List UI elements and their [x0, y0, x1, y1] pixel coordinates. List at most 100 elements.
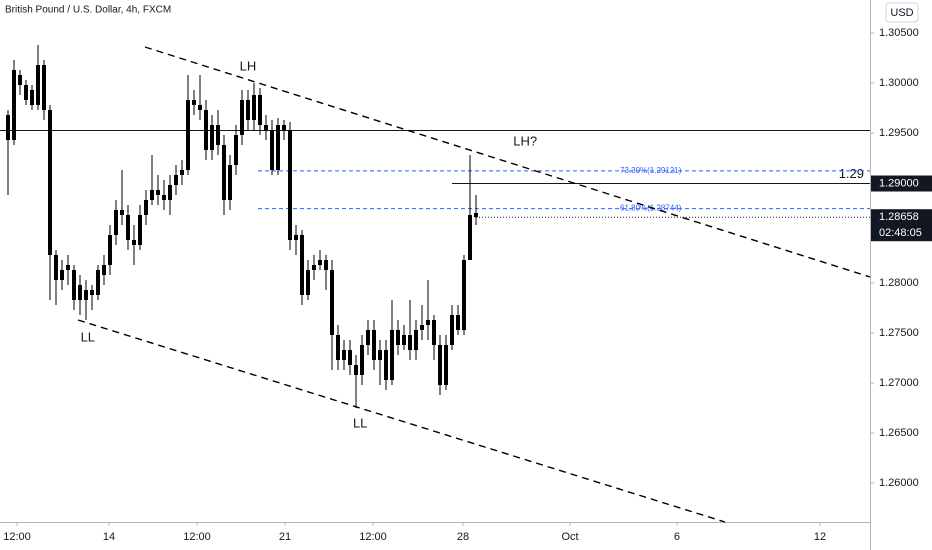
y-tick-label: 1.26000: [879, 477, 919, 489]
candle-body: [329, 270, 334, 335]
candle-body: [197, 105, 202, 110]
candle-body: [269, 130, 274, 170]
candle-body: [167, 185, 172, 200]
y-tick-label: 1.27500: [879, 327, 919, 339]
candle-body: [41, 65, 46, 110]
annotation: LH: [240, 58, 257, 73]
candle-body: [299, 235, 304, 295]
annotation: LL: [353, 415, 367, 430]
candle-body: [137, 215, 142, 245]
x-tick-label: 12:00: [3, 531, 31, 543]
candle-body: [275, 125, 280, 170]
candle-body: [425, 320, 430, 325]
last-price-tag: [871, 209, 932, 242]
candle-body: [263, 125, 268, 130]
trendline: [77, 319, 726, 523]
candle-body: [125, 215, 130, 240]
candle-body: [431, 320, 436, 345]
candle-body: [407, 335, 412, 350]
x-tick-label: 28: [457, 531, 469, 543]
candle-body: [53, 255, 58, 280]
candle-body: [23, 85, 28, 100]
candle-body: [281, 125, 286, 130]
candle-body: [173, 175, 178, 185]
candle-body: [233, 135, 238, 165]
candle-body: [131, 240, 136, 245]
x-tick-label: 12:00: [183, 531, 211, 543]
x-tick-label: 12: [814, 531, 826, 543]
candle-body: [377, 350, 382, 360]
candle-body: [245, 100, 250, 120]
candle-body: [185, 100, 190, 170]
candle-body: [203, 110, 208, 150]
candle-body: [191, 100, 196, 105]
candle-body: [437, 345, 442, 385]
candle-body: [341, 350, 346, 360]
x-tick-label: 21: [279, 531, 291, 543]
candle-body: [239, 100, 244, 135]
candle-body: [65, 265, 70, 270]
trendline: [144, 46, 871, 278]
candle-body: [5, 115, 10, 140]
candle-body: [119, 210, 124, 215]
candle-body: [179, 170, 184, 175]
currency-label[interactable]: USD: [890, 7, 913, 19]
candle-body: [209, 125, 214, 150]
candle-body: [227, 165, 232, 200]
candle-body: [47, 110, 52, 255]
x-tick-label: 12:00: [359, 531, 387, 543]
candle-body: [161, 195, 166, 200]
candle-body: [317, 260, 322, 265]
candle-body: [95, 270, 100, 295]
candle-body: [59, 270, 64, 280]
annotation: LH?: [513, 133, 537, 148]
candle-body: [413, 330, 418, 350]
price-tag: [871, 175, 932, 192]
x-tick-label: 6: [674, 531, 680, 543]
candle-body: [83, 290, 88, 300]
y-tick-label: 1.28000: [879, 277, 919, 289]
candle-body: [419, 325, 424, 330]
candle-body: [395, 330, 400, 345]
candle-body: [347, 350, 352, 365]
fib-label: 73.30%(1.29121): [620, 166, 682, 175]
candle-body: [11, 70, 16, 140]
candle-body: [107, 235, 112, 265]
candle-body: [449, 315, 454, 345]
horizontal-line-label: 1.29: [839, 166, 864, 181]
candle-body: [101, 265, 106, 275]
candle-body: [155, 190, 160, 195]
countdown: 02:48:05: [879, 227, 922, 239]
last-price-label: 1.28658: [879, 211, 919, 223]
y-tick-label: 1.26500: [879, 427, 919, 439]
candle-body: [305, 270, 310, 295]
candle-body: [215, 125, 220, 145]
candle-body: [257, 95, 262, 125]
annotation: LL: [81, 329, 95, 344]
price-tag-label: 1.29000: [879, 177, 919, 189]
candle-body: [29, 90, 34, 105]
x-tick-label: 14: [103, 531, 115, 543]
candle-body: [143, 200, 148, 215]
candle-body: [311, 265, 316, 270]
candle-body: [359, 345, 364, 375]
candle-body: [113, 210, 118, 235]
candle-body: [323, 260, 328, 270]
candle-body: [35, 65, 40, 105]
y-tick-label: 1.30000: [879, 77, 919, 89]
candle-body: [71, 270, 76, 300]
candle-body: [455, 315, 460, 330]
candle-body: [461, 260, 466, 330]
y-tick-label: 1.27000: [879, 377, 919, 389]
x-tick-label: Oct: [561, 531, 578, 543]
currency-button[interactable]: [885, 2, 919, 23]
candle-body: [443, 345, 448, 385]
candle-body: [149, 190, 154, 200]
candle-body: [89, 290, 94, 295]
candle-body: [17, 75, 22, 85]
candle-body: [383, 350, 388, 380]
candle-body: [353, 365, 358, 375]
candle-body: [389, 330, 394, 380]
candle-body: [293, 235, 298, 240]
